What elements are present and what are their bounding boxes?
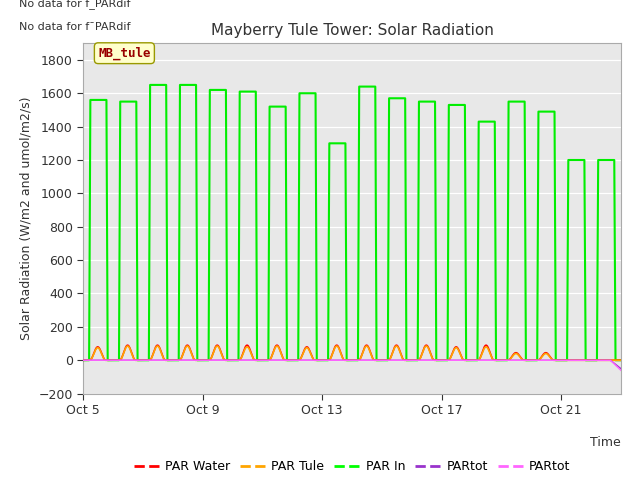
Text: Time: Time (590, 436, 621, 449)
Y-axis label: Solar Radiation (W/m2 and umol/m2/s): Solar Radiation (W/m2 and umol/m2/s) (20, 96, 33, 340)
Title: Mayberry Tule Tower: Solar Radiation: Mayberry Tule Tower: Solar Radiation (211, 23, 493, 38)
Text: MB_tule: MB_tule (98, 47, 150, 60)
Text: No data for f¯PARdif: No data for f¯PARdif (19, 22, 130, 32)
Legend: PAR Water, PAR Tule, PAR In, PARtot, PARtot: PAR Water, PAR Tule, PAR In, PARtot, PAR… (129, 456, 575, 479)
Text: No data for f_PARdif: No data for f_PARdif (19, 0, 130, 9)
